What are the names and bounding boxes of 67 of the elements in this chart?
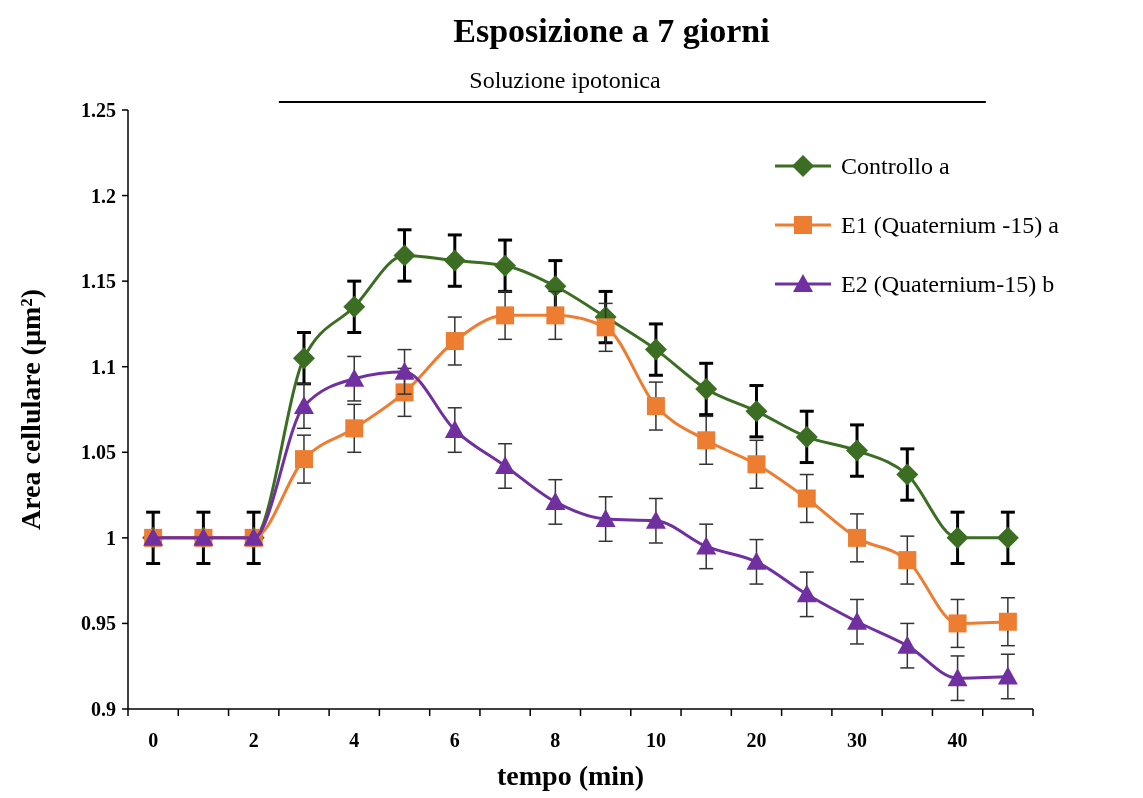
point (997, 666, 1018, 685)
point (645, 510, 666, 529)
point (546, 306, 565, 325)
point (445, 332, 464, 351)
y-tick-label: 1.2 (91, 184, 116, 207)
point (443, 249, 466, 272)
point (595, 509, 616, 528)
x-tick-label: 6 (449, 729, 460, 751)
point (897, 635, 918, 654)
x-tick-label: 10 (645, 729, 666, 751)
x-tick-label: 30 (847, 729, 868, 751)
point (697, 431, 716, 450)
x-tick-label: 0 (148, 729, 159, 751)
y-tick-label: 0.95 (81, 612, 116, 635)
text: Soluzione ipotonica (469, 67, 661, 93)
point (644, 338, 667, 361)
point (947, 668, 968, 687)
x-tick-label: 20 (746, 729, 767, 751)
point (747, 455, 766, 474)
x-tick-label: 8 (550, 729, 561, 751)
point (646, 397, 665, 416)
legend-label: Controllo a (841, 153, 950, 180)
point (343, 295, 366, 318)
y-tick-label: 0.9 (91, 698, 116, 720)
point (444, 420, 465, 439)
point (846, 439, 869, 462)
point (695, 377, 718, 400)
x-tick-label: 4 (349, 729, 360, 751)
y-tick-label: 1 (106, 526, 116, 549)
point (292, 347, 315, 370)
point (494, 254, 517, 277)
point (596, 318, 615, 337)
point (948, 614, 967, 633)
x-tick-label: 40 (947, 729, 968, 751)
point (696, 536, 717, 555)
point (344, 368, 365, 387)
y-tick-label: 1.15 (81, 270, 116, 293)
x-tick-label: 2 (248, 729, 259, 751)
point (394, 361, 415, 380)
legend-label: E2 (Quaternium-15) b (841, 271, 1055, 298)
point (795, 425, 818, 448)
y-tick-label: 1.25 (81, 99, 116, 121)
point (896, 463, 919, 486)
point (898, 551, 917, 570)
point (996, 526, 1019, 549)
point (545, 491, 566, 510)
point (393, 244, 416, 267)
point (946, 526, 969, 549)
point (745, 400, 768, 423)
y-axis-title: Area cellulare (µm²) (15, 288, 46, 531)
x-axis-title: tempo (min) (497, 760, 644, 791)
point (847, 611, 868, 630)
point (496, 306, 515, 325)
legend-label: E1 (Quaternium -15) a (841, 212, 1060, 239)
point (294, 450, 313, 469)
point (495, 455, 516, 474)
point (345, 419, 364, 438)
chart-title: Esposizione a 7 giorni (453, 12, 770, 49)
point (293, 396, 314, 415)
point (796, 584, 817, 603)
point (544, 275, 567, 298)
point (848, 528, 867, 547)
y-tick-label: 1.05 (81, 441, 116, 464)
point (797, 489, 816, 508)
point (998, 612, 1017, 631)
point (746, 551, 767, 570)
y-tick-label: 1.1 (91, 355, 116, 378)
